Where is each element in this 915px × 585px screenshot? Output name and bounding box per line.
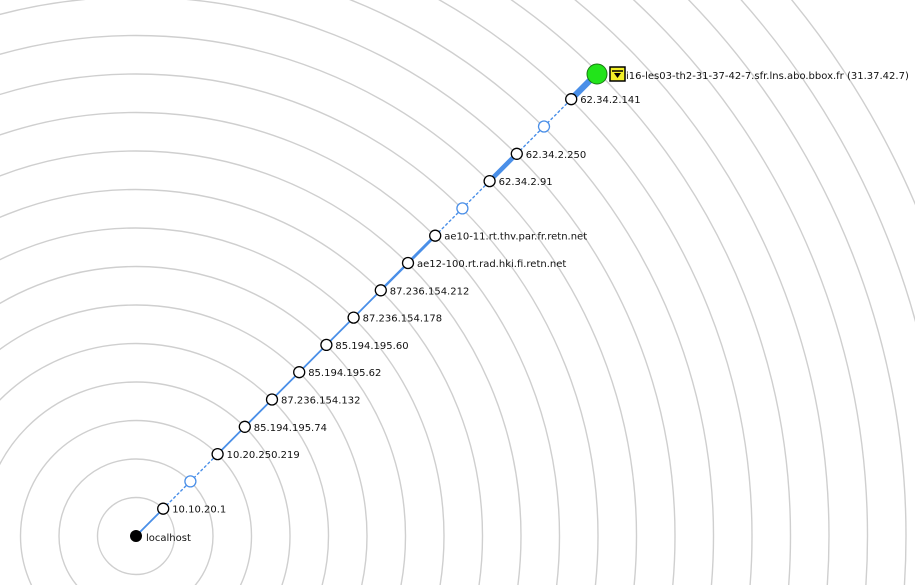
hop-link <box>406 234 437 265</box>
hop-node[interactable]: 85.194.195.60 <box>320 338 409 352</box>
distance-ring <box>0 34 638 585</box>
distance-ring <box>0 304 368 585</box>
distance-ring <box>96 496 176 576</box>
unknown-hop-node[interactable] <box>537 120 551 133</box>
target-label: i16-les03-th2-31-37-42-7.sfr.lns.abo.bbo… <box>626 71 909 82</box>
hop-link <box>379 261 410 292</box>
hop-label: ae12-100.rt.rad.hki.fi.retn.net <box>417 259 566 270</box>
hop-link <box>352 289 382 319</box>
hop-marker <box>265 393 279 406</box>
unknown-hop-node[interactable] <box>456 202 469 215</box>
hop-node[interactable]: 87.236.154.212 <box>374 284 470 298</box>
hop-links <box>135 68 602 537</box>
distance-ring <box>438 0 753 585</box>
hop-node[interactable]: 85.194.195.62 <box>293 366 382 380</box>
hop-node[interactable]: 85.194.195.74 <box>238 420 327 434</box>
hop-label: 10.20.250.219 <box>227 450 300 461</box>
hop-label: 62.34.2.250 <box>526 150 586 161</box>
download-arrow-icon[interactable] <box>609 66 626 82</box>
hop-marker <box>456 202 469 215</box>
hop-marker <box>293 366 306 379</box>
distance-ring <box>0 0 676 585</box>
hop-marker <box>565 93 578 106</box>
hop-marker <box>347 311 360 324</box>
hop-label: 85.194.195.74 <box>254 423 327 434</box>
hop-node[interactable]: 62.34.2.250 <box>510 147 586 161</box>
hop-node[interactable]: 62.34.2.141 <box>565 93 641 107</box>
distance-ring <box>0 150 522 585</box>
hop-node[interactable]: ae10-11.rt.thv.par.fr.retn.net <box>429 229 588 243</box>
source-label: localhost <box>146 533 191 544</box>
hop-link <box>325 316 355 346</box>
hop-label: 10.10.20.1 <box>172 505 226 516</box>
hop-marker <box>238 420 251 433</box>
hop-marker <box>429 229 442 242</box>
hop-node[interactable]: 87.236.154.178 <box>347 311 443 325</box>
hop-link-dashed <box>516 125 545 155</box>
distance-ring <box>0 342 330 585</box>
hop-marker <box>211 447 224 461</box>
hop-node[interactable]: 87.236.154.132 <box>265 393 361 407</box>
hop-marker <box>157 502 170 515</box>
hop-label: 62.34.2.141 <box>580 95 640 106</box>
target-badge-arrow <box>614 73 621 78</box>
distance-ring <box>0 381 291 585</box>
distance-ring <box>632 0 868 585</box>
hop-marker <box>374 284 387 297</box>
hop-node[interactable]: ae12-100.rt.rad.hki.fi.retn.net <box>401 256 567 271</box>
hop-marker <box>537 120 551 133</box>
hop-label: 87.236.154.178 <box>363 314 443 325</box>
hop-node[interactable]: 10.10.20.1 <box>157 502 227 516</box>
hop-link-dashed <box>461 180 491 210</box>
hop-marker <box>184 475 197 488</box>
hop-label: 85.194.195.62 <box>308 368 381 379</box>
unknown-hop-node[interactable] <box>184 475 197 488</box>
hop-link <box>135 507 165 537</box>
distance-ring <box>0 227 445 585</box>
distance-ring <box>0 265 407 585</box>
distance-ring <box>0 188 484 585</box>
hop-link-dashed <box>434 207 464 237</box>
hop-marker <box>401 256 415 270</box>
distance-ring <box>19 419 253 585</box>
hop-marker <box>320 338 333 352</box>
hop-marker <box>483 174 496 188</box>
source-marker <box>130 530 142 542</box>
hop-link <box>271 371 301 401</box>
hop-link <box>487 151 520 184</box>
hop-label: ae10-11.rt.thv.par.fr.retn.net <box>444 232 587 243</box>
hop-link <box>243 398 273 428</box>
target-marker <box>586 63 608 85</box>
distance-ring <box>573 0 830 585</box>
hop-link-dashed <box>189 453 219 483</box>
distance-ring <box>0 111 561 585</box>
source-node[interactable]: localhost <box>130 530 191 544</box>
hop-link <box>298 343 328 374</box>
distance-ring <box>510 0 792 585</box>
hop-nodes: 10.10.20.1 10.20.250.219 85.194.195.74 87.2… <box>157 93 641 516</box>
hop-node[interactable]: 62.34.2.91 <box>483 174 553 189</box>
hop-label: 87.236.154.132 <box>281 396 361 407</box>
hop-link-dashed <box>162 480 192 510</box>
hop-marker <box>510 147 523 160</box>
hop-link-dashed <box>543 98 572 128</box>
hop-label: 85.194.195.60 <box>335 341 408 352</box>
target-node[interactable]: i16-les03-th2-31-37-42-7.sfr.lns.abo.bbo… <box>586 63 909 85</box>
distance-ring <box>348 0 715 585</box>
hop-node[interactable]: 10.20.250.219 <box>211 447 300 462</box>
hop-link <box>216 425 246 456</box>
hop-label: 87.236.154.212 <box>390 286 470 297</box>
hop-label: 62.34.2.91 <box>499 177 553 188</box>
distance-ring <box>58 458 214 585</box>
distance-ring <box>0 73 599 585</box>
